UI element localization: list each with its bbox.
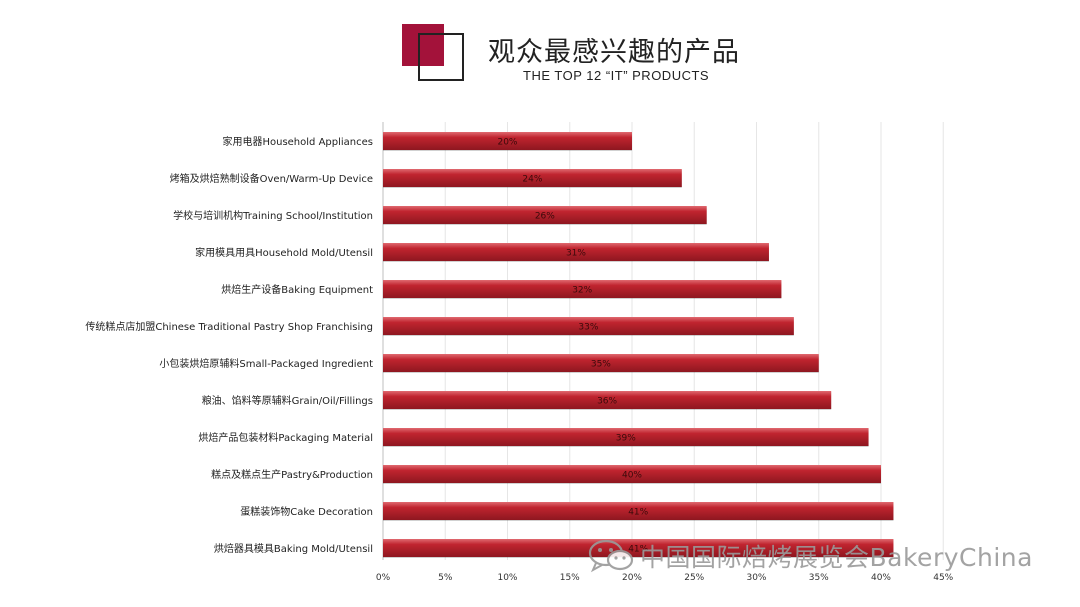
data-label: 33% <box>578 323 598 333</box>
x-tick-label: 15% <box>560 573 580 583</box>
bar <box>383 169 682 187</box>
watermark: 中国国际焙烤展览会BakeryChina <box>588 538 1033 574</box>
data-label: 41% <box>628 508 648 518</box>
category-label: 烘焙生产设备Baking Equipment <box>221 283 373 296</box>
category-label: 粮油、馅料等原辅料Grain/Oil/Fillings <box>202 394 373 407</box>
data-label: 26% <box>535 212 555 222</box>
x-tick-label: 40% <box>871 573 891 583</box>
data-label: 32% <box>572 286 592 296</box>
bar <box>383 280 782 298</box>
category-label: 小包装烘焙原辅料Small-Packaged Ingredient <box>159 357 373 370</box>
category-label: 烤箱及烘焙熟制设备Oven/Warm-Up Device <box>170 172 373 185</box>
bar <box>383 428 869 446</box>
chart-subtitle: THE TOP 12 “IT” PRODUCTS <box>523 68 710 83</box>
x-tick-label: 20% <box>622 573 642 583</box>
data-label: 36% <box>597 397 617 407</box>
x-tick-label: 10% <box>497 573 517 583</box>
wechat-icon <box>588 539 634 573</box>
category-label: 家用电器Household Appliances <box>222 135 373 148</box>
x-tick-label: 45% <box>933 573 953 583</box>
x-tick-label: 30% <box>746 573 766 583</box>
category-label: 家用模具用具Household Mold/Utensil <box>195 246 373 259</box>
bar <box>383 391 832 409</box>
category-label: 烘焙器具模具Baking Mold/Utensil <box>214 542 373 555</box>
category-label: 传统糕点店加盟Chinese Traditional Pastry Shop F… <box>85 320 373 333</box>
bar <box>383 539 894 557</box>
x-axis-ticks: 0% 5% 10% 15% 20% 25% 30% 35% 40% 45% <box>376 573 954 583</box>
watermark-text: 中国国际焙烤展览会BakeryChina <box>640 543 1033 572</box>
data-label: 31% <box>566 249 586 259</box>
category-label: 糕点及糕点生产Pastry&Production <box>211 468 373 481</box>
category-labels: 家用电器Household Appliances 烤箱及烘焙熟制设备Oven/Wa… <box>85 135 373 555</box>
bar <box>383 465 881 483</box>
data-label: 41% <box>628 545 648 555</box>
bar <box>383 132 632 150</box>
x-tick-label: 25% <box>684 573 704 583</box>
x-tick-label: 5% <box>438 573 453 583</box>
chart-title: 观众最感兴趣的产品 <box>488 37 740 68</box>
data-label: 39% <box>616 434 636 444</box>
gridlines <box>382 122 944 560</box>
category-label: 烘焙产品包装材料Packaging Material <box>198 431 373 444</box>
category-label: 蛋糕装饰物Cake Decoration <box>240 505 373 518</box>
x-tick-label: 35% <box>809 573 829 583</box>
data-label: 35% <box>591 360 611 370</box>
x-tick-label: 0% <box>376 573 391 583</box>
logo-red-square <box>402 24 444 66</box>
logo-outline-square <box>418 33 464 81</box>
data-label: 40% <box>622 471 642 481</box>
bar <box>383 243 769 261</box>
bar <box>383 354 819 372</box>
brand-logo <box>400 24 470 86</box>
bar <box>383 317 794 335</box>
data-label: 24% <box>522 175 542 185</box>
bars: 20% 24% 26% 31% 32% 33% 35% 36% 39% 40% 41% 41% <box>383 132 894 558</box>
bar <box>383 206 707 224</box>
bar <box>383 502 894 520</box>
data-label: 20% <box>497 138 517 148</box>
category-label: 学校与培训机构Training School/Institution <box>173 209 373 222</box>
